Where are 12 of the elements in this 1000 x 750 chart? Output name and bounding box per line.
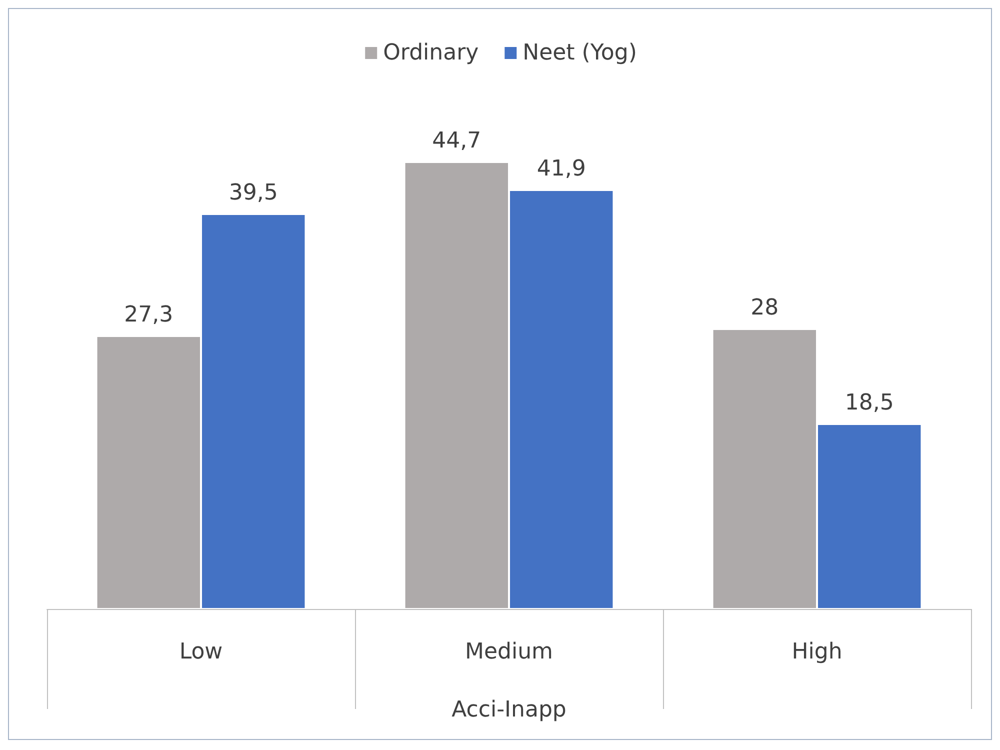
data-label: 28 bbox=[750, 296, 779, 320]
legend-label: Neet (Yog) bbox=[522, 40, 637, 66]
x-tick-label: High bbox=[792, 640, 842, 664]
data-label: 44,7 bbox=[432, 128, 482, 154]
x-tick-label: Low bbox=[179, 640, 223, 664]
data-label: 39,5 bbox=[228, 180, 278, 206]
data-label: 41,9 bbox=[536, 156, 586, 182]
legend-label: Ordinary bbox=[383, 40, 479, 66]
data-label: 27,3 bbox=[124, 302, 174, 328]
x-axis-title: Acci-Inapp bbox=[452, 698, 566, 722]
data-label: 18,5 bbox=[844, 390, 894, 416]
x-tick-label: Medium bbox=[465, 640, 553, 664]
